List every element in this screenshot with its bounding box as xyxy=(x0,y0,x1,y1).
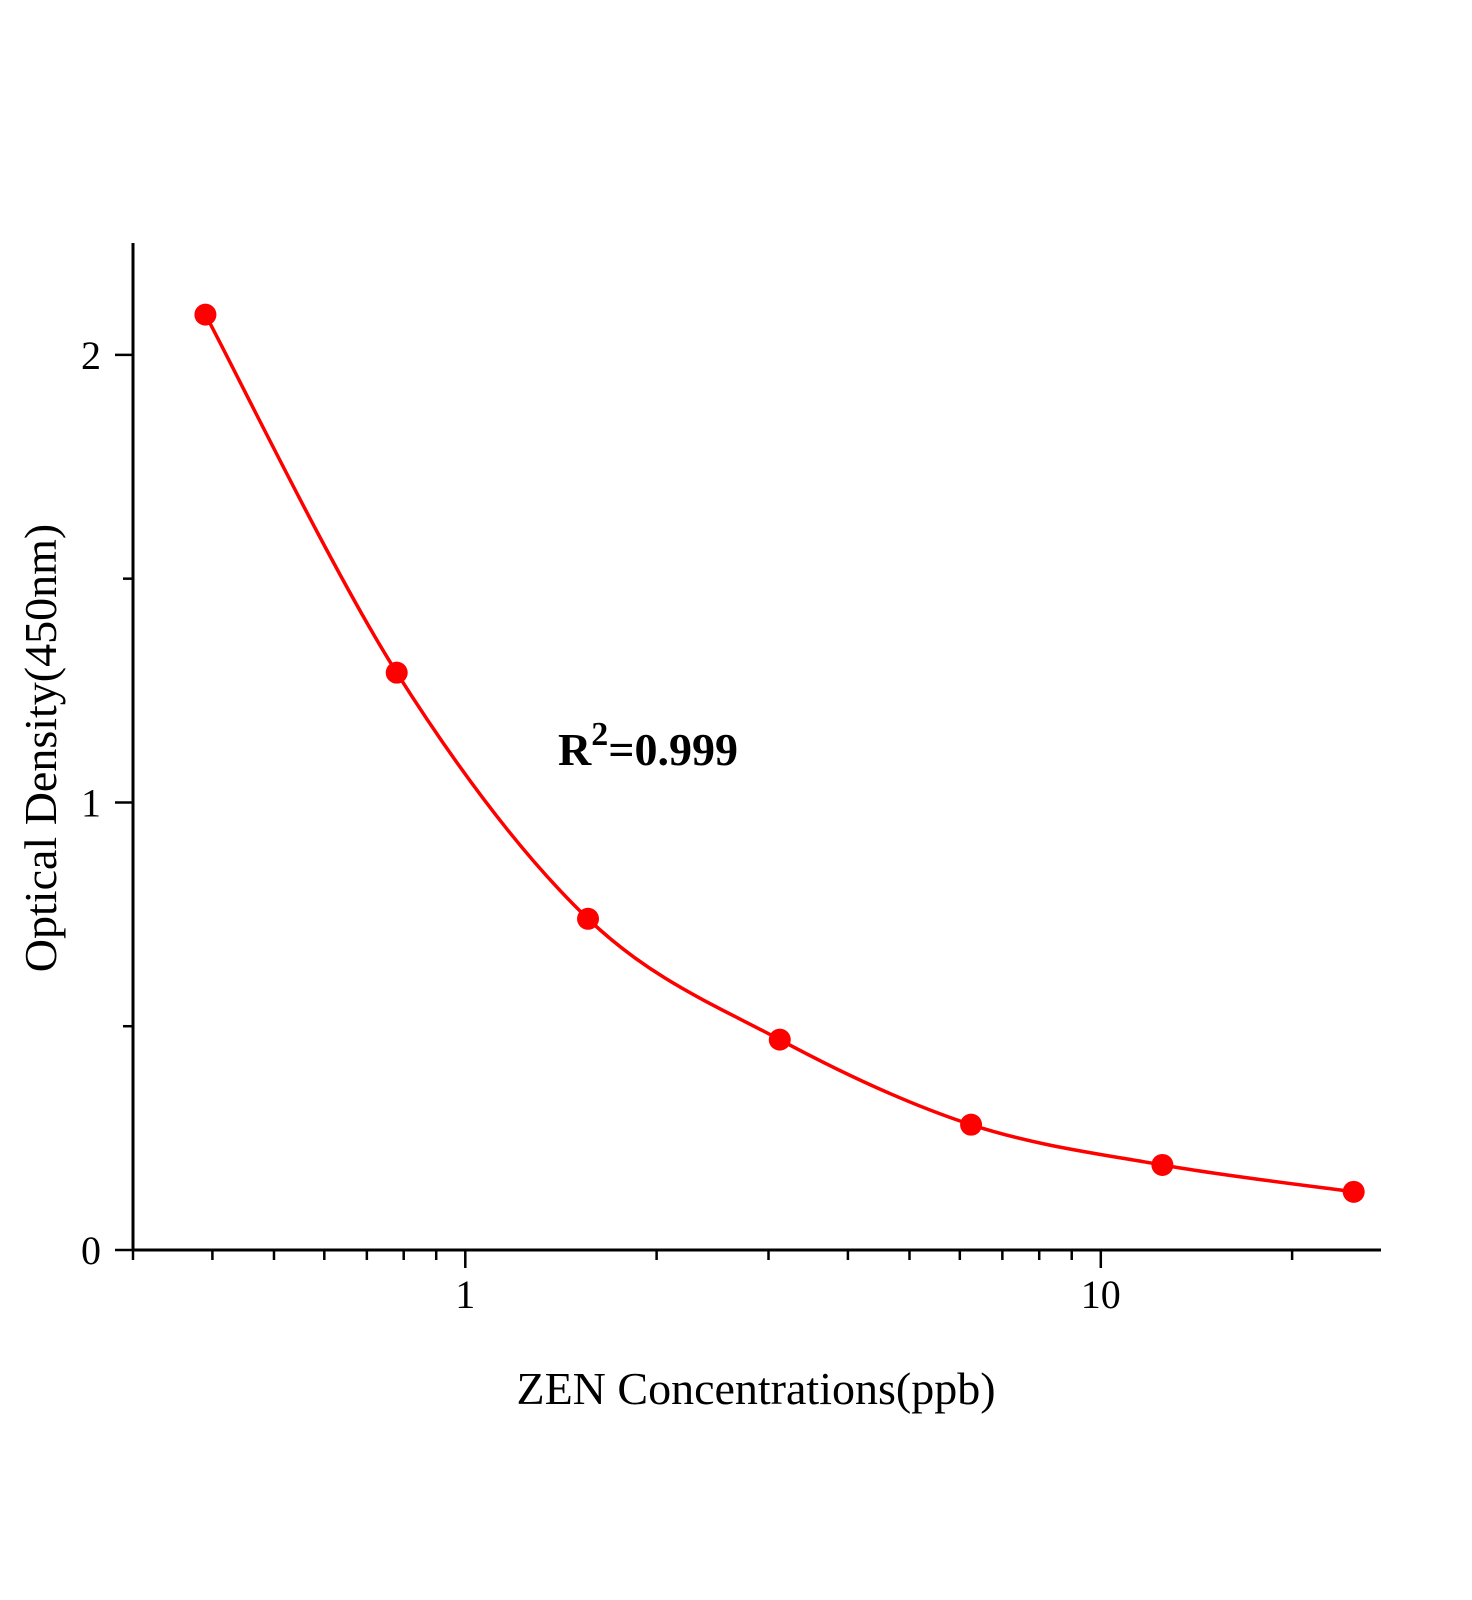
data-point xyxy=(194,303,217,326)
r-squared-annotation: R2=0.999 xyxy=(558,716,738,775)
y-tick-label: 2 xyxy=(81,333,101,378)
r-sup: 2 xyxy=(591,716,608,753)
x-tick-label: 10 xyxy=(1081,1272,1121,1317)
axes xyxy=(131,243,1381,1252)
data-point xyxy=(385,661,408,684)
data-point xyxy=(577,907,600,930)
data-point xyxy=(1342,1180,1365,1203)
x-tick-label: 1 xyxy=(455,1272,475,1317)
data-point xyxy=(1151,1153,1174,1176)
fit-curve xyxy=(203,313,1354,1194)
y-axis-title: Optical Density(450nm) xyxy=(15,524,66,972)
r-base: R xyxy=(558,724,592,775)
r-value: =0.999 xyxy=(608,724,738,775)
y-tick-label: 0 xyxy=(81,1228,101,1273)
data-point xyxy=(960,1113,983,1136)
data-point xyxy=(768,1028,791,1051)
y-tick-label: 1 xyxy=(81,780,101,825)
x-axis-title: ZEN Concentrations(ppb) xyxy=(516,1363,995,1414)
